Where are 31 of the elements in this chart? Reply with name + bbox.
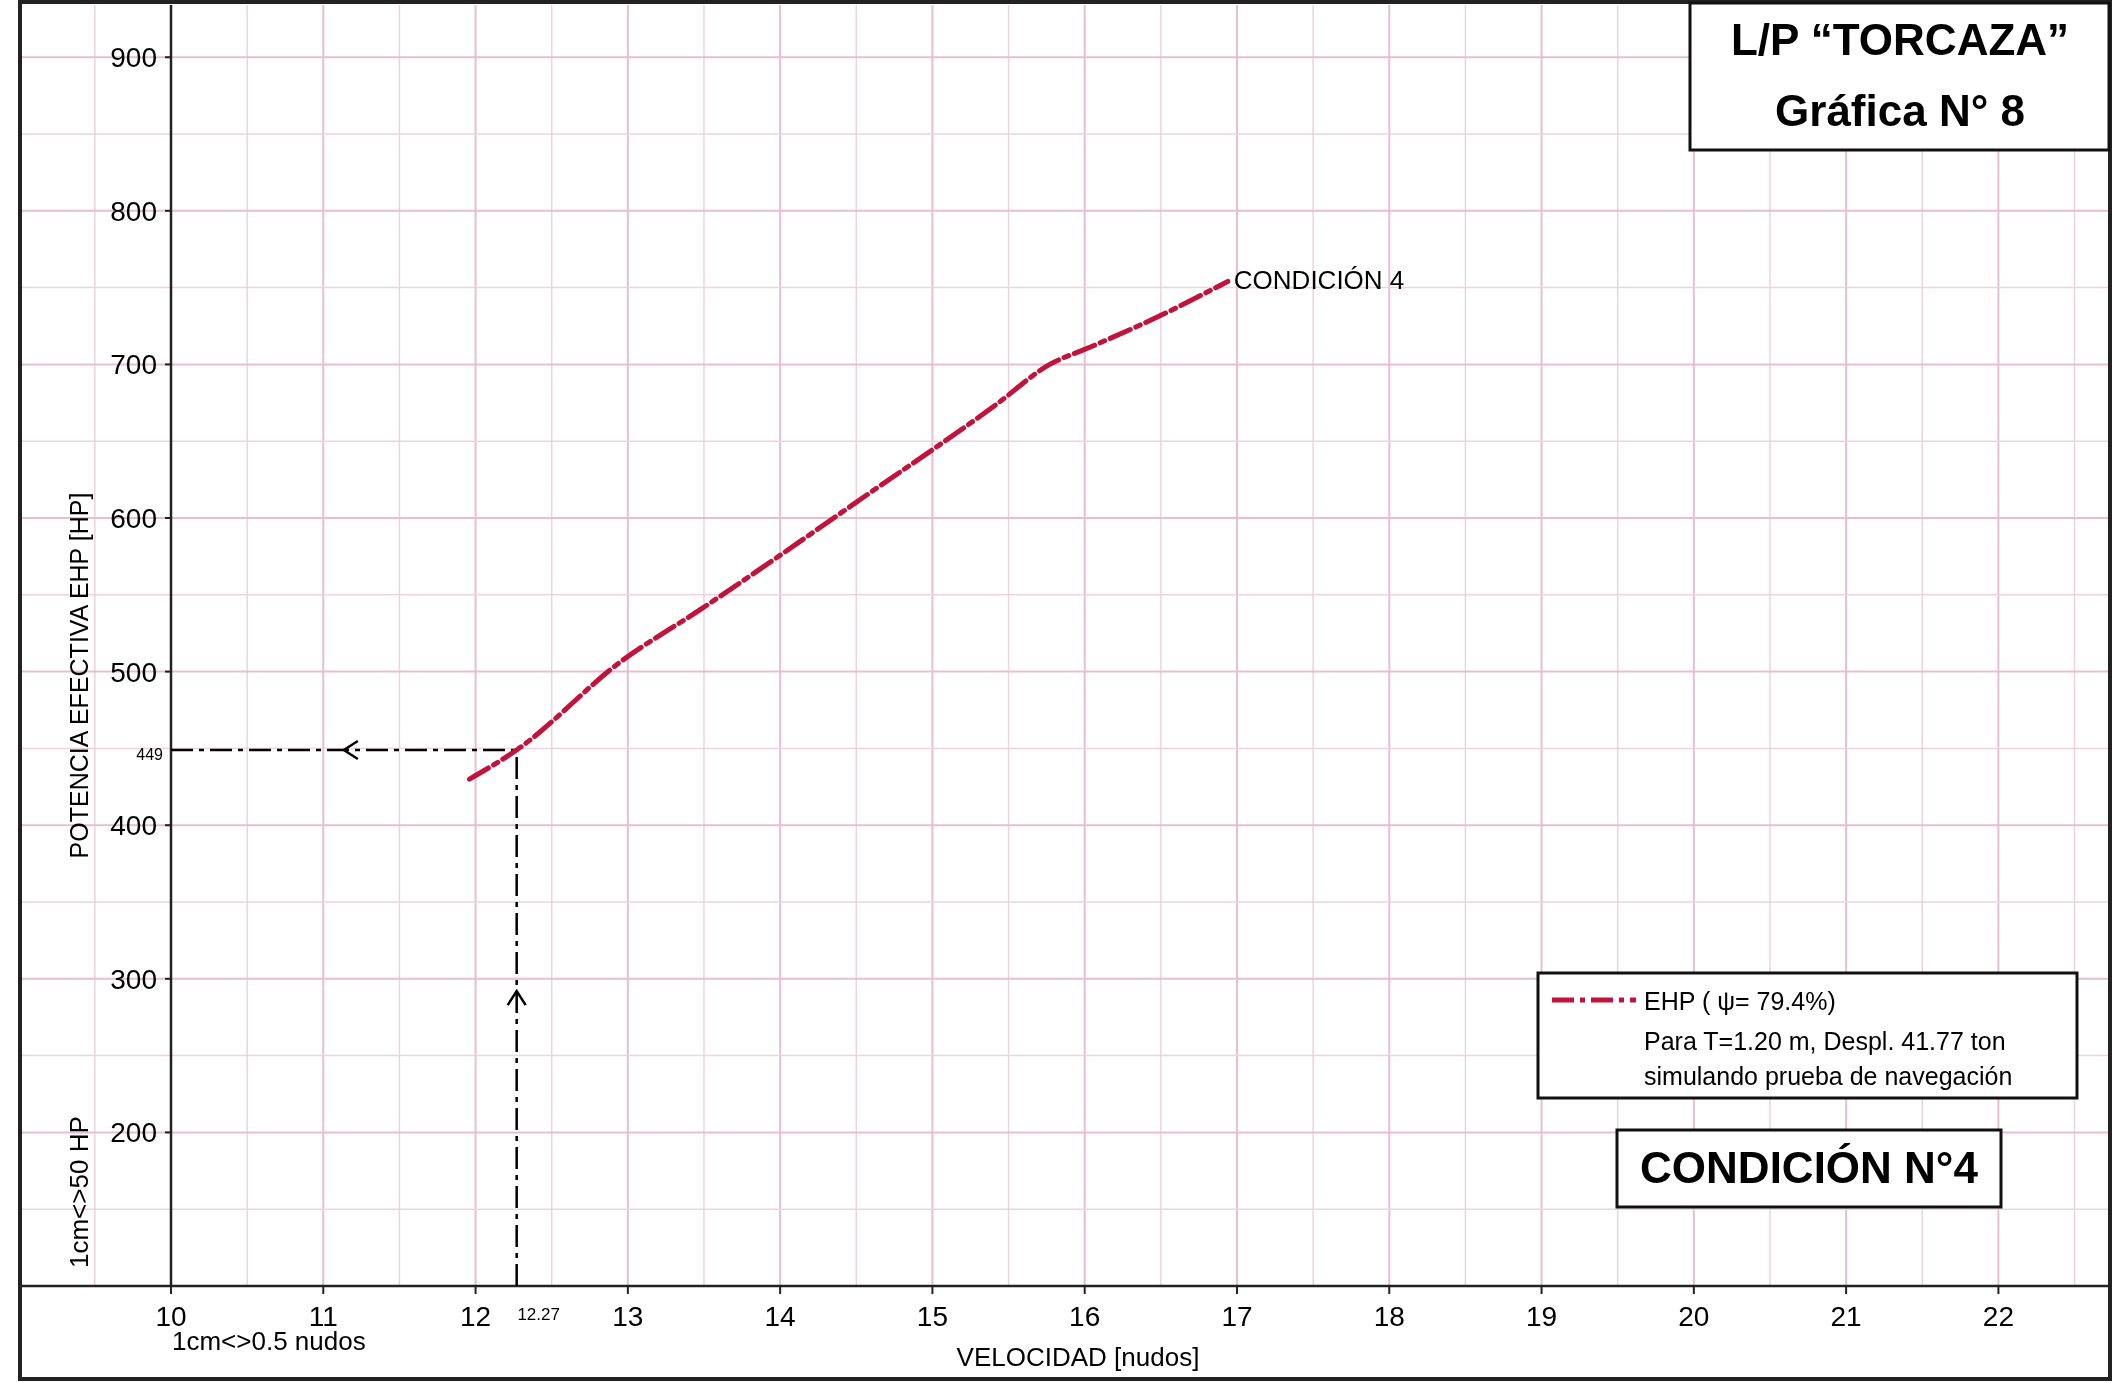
y-tick-label: 600	[110, 503, 157, 535]
annotation: Para T=1.20 m, Despl. 41.77 ton	[1644, 1027, 2006, 1055]
x-tick-label: 21	[1830, 1301, 1862, 1332]
y-tick-label: 700	[110, 349, 157, 381]
y-tick-label: 500	[110, 656, 157, 688]
chart-title: L/P “TORCAZA”	[1730, 15, 2070, 64]
y-tick-label: 400	[110, 810, 157, 842]
y-tick-label: 200	[110, 1117, 157, 1149]
y-tick-label: 900	[110, 42, 157, 74]
x-tick-label: 20	[1678, 1301, 1710, 1332]
annotation: CONDICIÓN 4	[1233, 265, 1405, 296]
x-tick-label: 22	[1982, 1301, 2014, 1332]
y-tick-label: 300	[110, 963, 157, 995]
legend-label: EHP ( ψ= 79.4%)	[1644, 987, 1836, 1015]
ref-line-label: 449	[136, 745, 164, 763]
y-tick-label: 800	[110, 195, 157, 227]
ref-line-label: 12.27	[517, 1305, 560, 1324]
text: Gráfica N° 8	[1775, 86, 2025, 135]
x-tick-label: 19	[1525, 1301, 1558, 1332]
x-tick-label: 18	[1373, 1301, 1405, 1332]
y-axis-title: POTENCIA EFECTIVA EHP [HP]	[65, 492, 93, 859]
text: 1cm<>50 HP	[64, 1116, 94, 1268]
x-tick-label: 13	[612, 1301, 644, 1332]
x-tick-label: 14	[764, 1301, 796, 1332]
x-tick-label: 15	[916, 1301, 948, 1332]
annotation: simulando prueba de navegación	[1644, 1062, 2013, 1090]
x-tick-label: 16	[1069, 1301, 1101, 1332]
x-tick-label: 12	[459, 1301, 492, 1332]
x-tick-label: 17	[1221, 1301, 1253, 1332]
x-axis-title: VELOCIDAD [nudos]	[956, 1342, 1200, 1372]
annotation: CONDICIÓN N°4	[1640, 1143, 1979, 1192]
